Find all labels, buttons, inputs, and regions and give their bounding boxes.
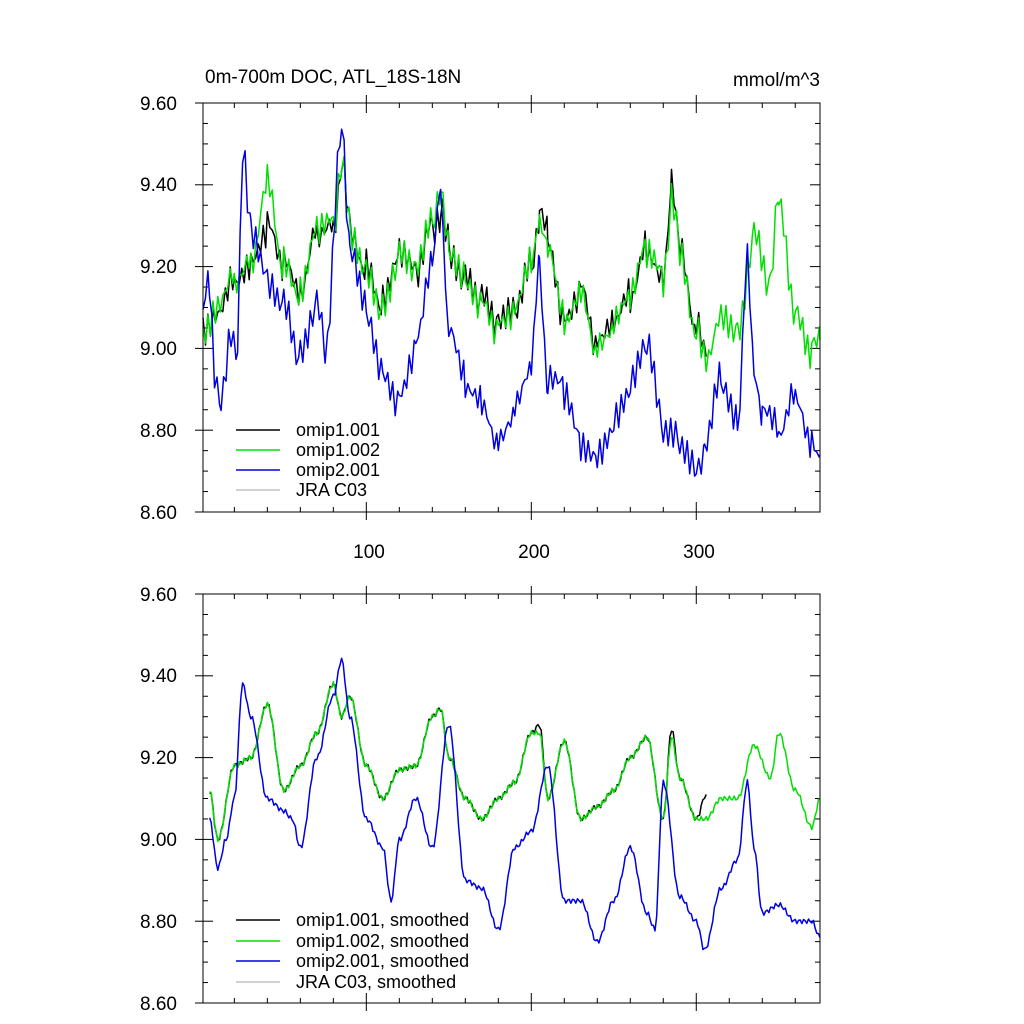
top-y-tick-labels: 8.60 8.80 9.00 9.20 9.40 9.60 xyxy=(140,94,177,524)
y-tick-label: 9.40 xyxy=(140,666,177,687)
y-tick-label: 9.20 xyxy=(140,748,177,769)
y-tick-label: 8.80 xyxy=(140,421,177,442)
legend-label: omip1.001 xyxy=(296,420,380,440)
series-line-omip1-002 xyxy=(202,155,821,373)
top-x-tick-labels: 100 200 300 xyxy=(353,542,715,563)
bottom-plot-frame xyxy=(202,593,821,1004)
legend-label: omip2.001 xyxy=(296,460,380,480)
legend-label: omip2.001, smoothed xyxy=(296,951,469,971)
top-legend: omip1.001 omip1.002 omip2.001 JRA C03 xyxy=(236,420,380,500)
y-tick-label: 9.40 xyxy=(140,175,177,196)
x-tick-label: 200 xyxy=(518,542,550,563)
y-tick-label: 9.00 xyxy=(140,830,177,851)
top-series-lines xyxy=(202,128,821,477)
y-tick-label: 9.20 xyxy=(140,257,177,278)
legend-label: omip1.002 xyxy=(296,440,380,460)
units-label: mmol/m^3 xyxy=(733,70,820,91)
legend-label: omip1.002, smoothed xyxy=(296,931,469,951)
y-tick-label: 9.00 xyxy=(140,339,177,360)
y-tick-label: 9.60 xyxy=(140,585,177,606)
series-line-omip2-001-smoothed xyxy=(208,657,821,951)
series-line-omip2-001 xyxy=(202,128,821,477)
legend-label: omip1.001, smoothed xyxy=(296,910,469,930)
series-line-omip1-002-smoothed xyxy=(209,681,821,843)
top-plot-frame xyxy=(202,102,821,513)
y-tick-label: 8.60 xyxy=(140,994,177,1015)
legend-label: JRA C03, smoothed xyxy=(296,972,456,992)
x-tick-label: 100 xyxy=(353,542,385,563)
bottom-panel: 8.60 8.80 9.00 9.20 9.40 9.60 omip1.001,… xyxy=(140,585,821,1015)
chart-title: 0m-700m DOC, ATL_18S-18N xyxy=(205,67,461,88)
bottom-legend: omip1.001, smoothed omip1.002, smoothed … xyxy=(236,910,469,992)
y-tick-label: 8.80 xyxy=(140,912,177,933)
bottom-y-tick-labels: 8.60 8.80 9.00 9.20 9.40 9.60 xyxy=(140,585,177,1015)
bottom-series-lines xyxy=(208,657,821,951)
x-tick-label: 300 xyxy=(683,542,715,563)
y-tick-label: 9.60 xyxy=(140,94,177,115)
legend-label: JRA C03 xyxy=(296,480,367,500)
y-tick-label: 8.60 xyxy=(140,503,177,524)
top-panel: 0m-700m DOC, ATL_18S-18N mmol/m^3 8.60 8… xyxy=(140,67,821,563)
